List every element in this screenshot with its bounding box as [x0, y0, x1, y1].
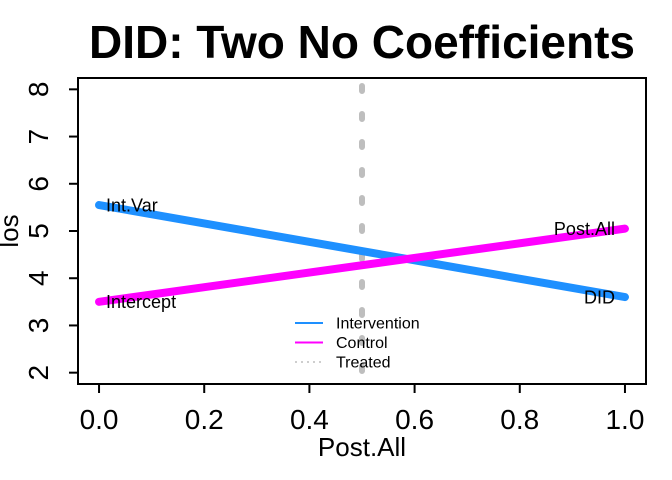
end-label-intervention: DID [584, 287, 615, 307]
legend-label-treated: Treated [336, 355, 391, 372]
chart-title: DID: Two No Coefficients [89, 16, 635, 68]
start-label-control: Intercept [106, 292, 176, 312]
axes: 0.0 0.2 0.4 0.6 0.8 1.0 2 3 4 5 6 7 8 [23, 77, 647, 435]
y-tick-label: 2 [23, 365, 54, 381]
y-axis-label: los [0, 214, 24, 247]
x-tick-label: 0.0 [80, 404, 119, 435]
legend-label-control: Control [336, 335, 388, 352]
series-lines [95, 201, 629, 306]
x-tick-label: 1.0 [605, 404, 644, 435]
x-tick-label: 0.8 [500, 404, 539, 435]
series-line-control [95, 224, 629, 306]
x-axis-label: Post.All [318, 432, 406, 462]
y-tick-label: 5 [23, 223, 54, 239]
line-annotations: Int.Var DID Intercept Post.All [106, 195, 615, 312]
series-line-intervention [95, 201, 629, 302]
end-label-control: Post.All [554, 219, 615, 239]
x-tick-label: 0.2 [185, 404, 224, 435]
y-tick-label: 4 [23, 270, 54, 286]
x-tick-label: 0.6 [395, 404, 434, 435]
legend: Intervention Control Treated [295, 316, 420, 372]
legend-label-intervention: Intervention [336, 316, 420, 333]
y-tick-label: 3 [23, 318, 54, 334]
y-tick-label: 8 [23, 82, 54, 98]
y-tick-label: 7 [23, 129, 54, 145]
x-tick-label: 0.4 [290, 404, 329, 435]
y-tick-label: 6 [23, 176, 54, 192]
start-label-intervention: Int.Var [106, 195, 158, 215]
